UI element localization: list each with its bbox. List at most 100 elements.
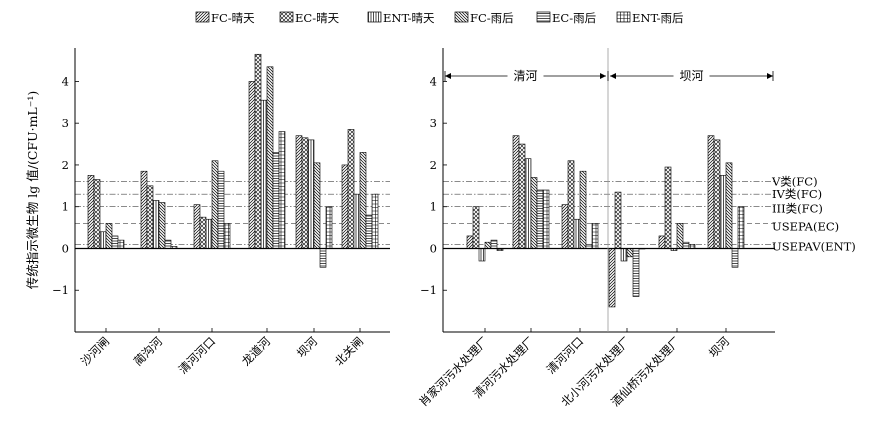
y-tick-label: 1 bbox=[430, 200, 437, 214]
legend-swatch-3 bbox=[367, 11, 382, 23]
bar-2-3-3 bbox=[573, 218, 581, 249]
bar-1-2-5 bbox=[164, 239, 172, 249]
bar-1-2-2 bbox=[146, 185, 154, 249]
bar-1-6-5 bbox=[365, 214, 373, 249]
region-arrow-head bbox=[445, 73, 451, 79]
category-label: 坝河 bbox=[294, 334, 321, 361]
legend-swatch-6 bbox=[616, 11, 631, 23]
bar-2-2-5 bbox=[536, 189, 544, 249]
bar-1-5-6 bbox=[325, 206, 333, 249]
legend-label-3: ENT-晴天 bbox=[383, 11, 435, 25]
region-arrow-head bbox=[610, 73, 616, 79]
bar-2-2-1 bbox=[512, 135, 520, 249]
bar-2-4-2 bbox=[614, 191, 622, 249]
category-label: 清河河口 bbox=[544, 334, 586, 376]
bar-2-6-4 bbox=[725, 162, 733, 249]
y-tick-label: 4 bbox=[62, 74, 69, 88]
bar-2-2-6 bbox=[542, 189, 550, 249]
y-tick-label: 2 bbox=[62, 158, 69, 172]
bar-2-6-6 bbox=[737, 206, 745, 249]
bar-1-5-3 bbox=[307, 139, 315, 249]
legend-label-5: EC-雨后 bbox=[552, 11, 596, 25]
bar-2-2-3 bbox=[524, 158, 532, 249]
threshold-label-5: USEPAV(ENT) bbox=[772, 239, 856, 253]
y-axis-label: 传统指示微生物 lg 值/(CFU·mL⁻¹) bbox=[25, 91, 40, 289]
category-label: 蔺沟河 bbox=[131, 334, 166, 369]
y-tick-label: 2 bbox=[430, 158, 437, 172]
legend-label-6: ENT-雨后 bbox=[632, 11, 684, 25]
region-arrow-head bbox=[600, 73, 606, 79]
bar-2-6-2 bbox=[713, 139, 721, 249]
bar-2-3-6 bbox=[591, 223, 599, 249]
category-label: 清河河口 bbox=[176, 334, 218, 376]
left-panel: −1 0 1 2 3 4 沙河闸 蔺沟河 清河河口 龙道河 坝河 北关闸 bbox=[52, 48, 390, 377]
y-tick-label: 0 bbox=[430, 241, 437, 255]
y-tick-label: 3 bbox=[62, 116, 69, 130]
threshold-label-2: IV类(FC) bbox=[772, 187, 822, 201]
legend-label-2: EC-晴天 bbox=[295, 11, 340, 25]
bar-1-4-5 bbox=[272, 152, 280, 249]
bar-2-5-6 bbox=[688, 243, 696, 249]
bar-1-3-1 bbox=[193, 204, 201, 249]
category-label: 龙道河 bbox=[239, 334, 274, 369]
bar-2-4-3 bbox=[620, 248, 628, 262]
bar-2-3-4 bbox=[579, 170, 587, 249]
region-label-2: 坝河 bbox=[679, 69, 703, 83]
bar-1-6-3 bbox=[353, 193, 361, 249]
bar-2-1-4 bbox=[484, 241, 492, 249]
bar-1-1-1 bbox=[87, 175, 95, 249]
legend-swatch-5 bbox=[536, 11, 551, 23]
bar-1-1-2 bbox=[93, 179, 101, 249]
bar-2-3-1 bbox=[561, 204, 569, 249]
bar-2-6-5 bbox=[731, 248, 739, 268]
bar-2-2-4 bbox=[530, 177, 538, 249]
category-label: 沙河闸 bbox=[78, 334, 112, 368]
bar-2-3-2 bbox=[567, 160, 575, 249]
bar-2-5-1 bbox=[658, 235, 666, 249]
bar-2-4-4 bbox=[626, 248, 634, 258]
legend: FC-晴天 EC-晴天 ENT-晴天 FC-雨后 EC-雨后 ENT-雨后 bbox=[195, 11, 684, 25]
bar-1-1-4 bbox=[105, 223, 113, 249]
bar-1-4-3 bbox=[260, 99, 268, 249]
category-label: 坝河 bbox=[706, 334, 733, 361]
legend-swatch-1 bbox=[195, 11, 210, 23]
bar-1-1-6 bbox=[117, 239, 125, 249]
bar-2-5-5 bbox=[682, 241, 690, 249]
legend-label-1: FC-晴天 bbox=[211, 11, 255, 25]
bar-1-4-1 bbox=[248, 81, 256, 249]
threshold-label-1: V类(FC) bbox=[771, 175, 818, 189]
bar-2-1-2 bbox=[472, 206, 480, 249]
y-tick-label: 4 bbox=[430, 74, 437, 88]
bar-1-3-5 bbox=[217, 170, 225, 249]
y-tick-label: −1 bbox=[52, 283, 69, 297]
bar-1-2-3 bbox=[152, 200, 160, 249]
bar-1-4-6 bbox=[278, 131, 286, 249]
bar-1-4-2 bbox=[254, 53, 262, 249]
bar-1-2-4 bbox=[158, 202, 166, 249]
region-label-1: 清河 bbox=[513, 69, 537, 83]
bar-1-5-4 bbox=[313, 162, 321, 249]
bar-1-6-4 bbox=[359, 152, 367, 249]
bar-1-5-2 bbox=[301, 137, 309, 249]
bar-1-5-1 bbox=[295, 135, 303, 249]
legend-swatch-4 bbox=[454, 11, 469, 23]
bar-2-4-1 bbox=[608, 248, 616, 308]
y-tick-label: 3 bbox=[430, 116, 437, 130]
bar-1-2-1 bbox=[140, 170, 148, 249]
bar-1-3-4 bbox=[211, 160, 219, 249]
bar-2-1-1 bbox=[466, 235, 474, 249]
bar-1-6-2 bbox=[347, 129, 355, 249]
region-arrow-head bbox=[767, 73, 773, 79]
bar-1-1-3 bbox=[99, 231, 107, 249]
bar-2-1-5 bbox=[490, 239, 498, 249]
bar-1-1-5 bbox=[111, 235, 119, 249]
bar-1-6-1 bbox=[341, 164, 349, 249]
bar-1-4-4 bbox=[266, 66, 274, 249]
legend-swatch-2 bbox=[279, 11, 294, 23]
bar-2-3-5 bbox=[585, 243, 593, 249]
legend-label-4: FC-雨后 bbox=[470, 11, 514, 25]
bar-2-5-2 bbox=[664, 166, 672, 249]
bar-1-5-5 bbox=[319, 248, 327, 268]
